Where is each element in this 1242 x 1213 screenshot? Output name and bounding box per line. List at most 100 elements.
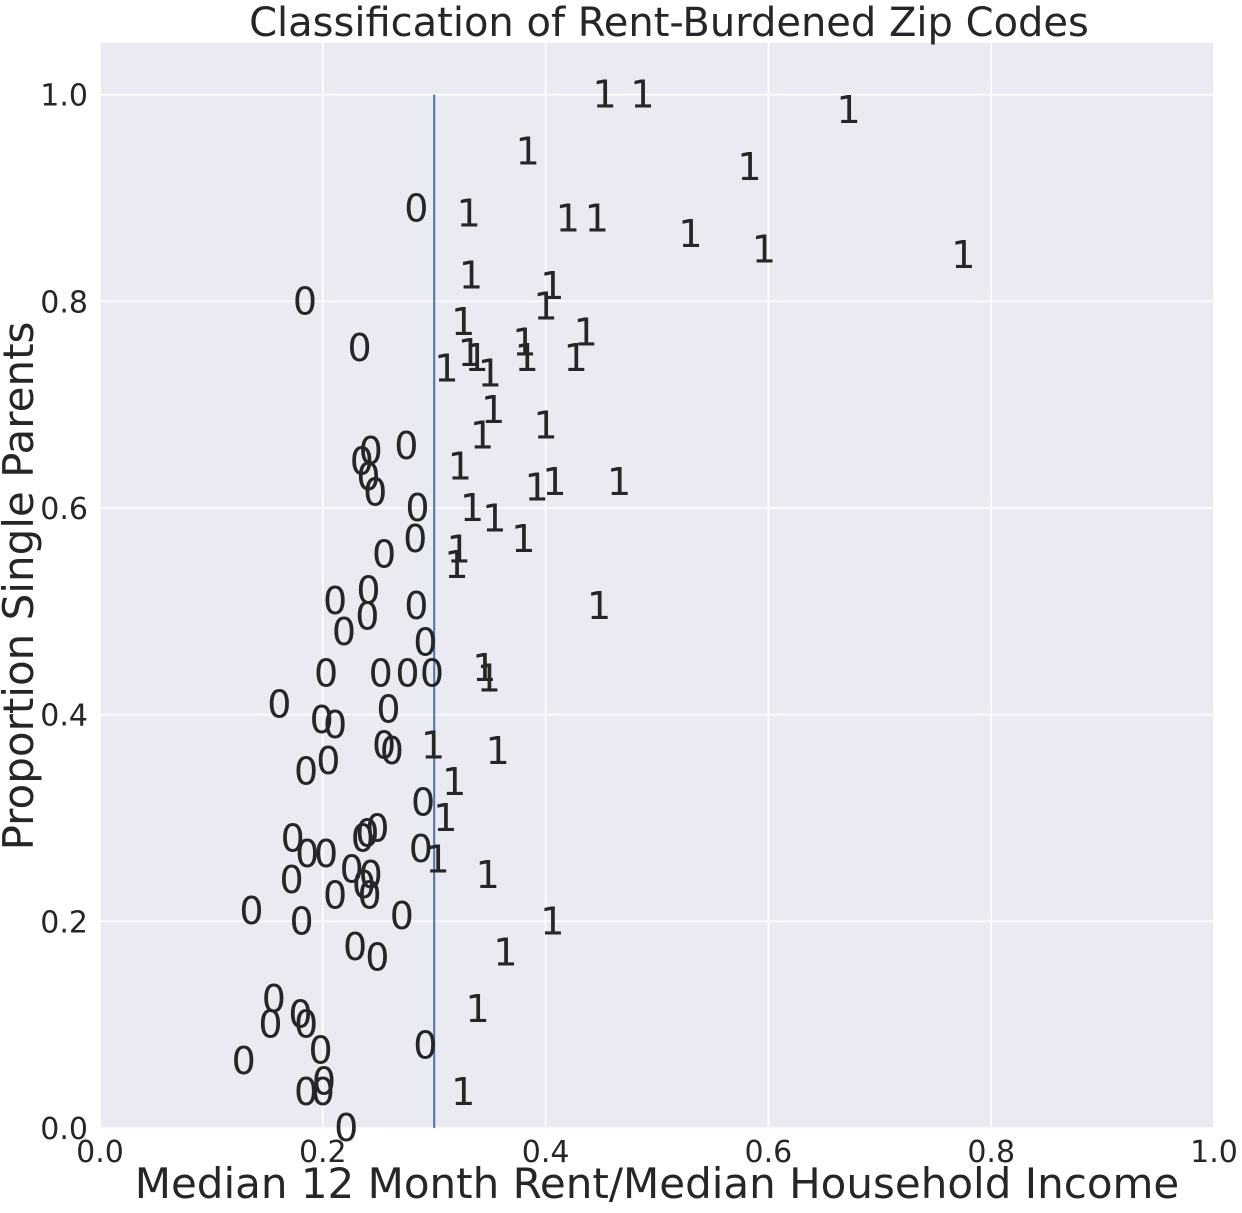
x-tick-label: 0.2 (299, 1135, 347, 1170)
data-point-1: 1 (515, 336, 539, 380)
data-point-0: 0 (314, 651, 338, 695)
data-point-0: 0 (334, 1106, 358, 1150)
x-tick-label: 0.4 (522, 1135, 570, 1170)
data-point-1: 1 (447, 527, 471, 571)
data-point-0: 0 (290, 899, 314, 943)
data-point-0: 0 (323, 579, 347, 623)
data-point-0: 0 (262, 977, 286, 1021)
y-tick-label: 0.8 (40, 285, 88, 320)
data-point-1: 1 (477, 657, 501, 701)
data-point-1: 1 (466, 987, 490, 1031)
data-point-0: 0 (365, 936, 389, 980)
data-point-1: 1 (433, 796, 457, 840)
data-point-1: 1 (470, 414, 494, 458)
data-point-1: 1 (464, 336, 488, 380)
data-point-0: 0 (352, 863, 376, 907)
data-point-0: 0 (267, 682, 291, 726)
data-point-1: 1 (476, 853, 500, 897)
data-point-0: 0 (355, 595, 379, 639)
data-point-1: 1 (525, 465, 549, 509)
data-point-1: 1 (481, 388, 505, 432)
data-point-0: 0 (413, 1023, 437, 1067)
x-gridlines (99, 43, 1215, 1128)
data-point-0: 0 (363, 471, 387, 515)
data-point-1: 1 (511, 517, 535, 561)
data-point-0: 0 (359, 853, 383, 897)
data-point-1: 1 (482, 496, 506, 540)
plot-background (100, 43, 1214, 1128)
x-tick-label: 0.8 (967, 1135, 1015, 1170)
data-point-0: 0 (295, 832, 319, 876)
data-point-1: 1 (534, 285, 558, 329)
data-point-0: 0 (355, 812, 379, 856)
data-point-1: 1 (951, 233, 975, 277)
data-point-0: 0 (394, 424, 418, 468)
x-tick-labels: 0.0 0.2 0.4 0.6 0.8 1.0 (76, 1135, 1238, 1170)
data-point-1: 1 (451, 300, 475, 344)
data-point-0: 0 (376, 688, 400, 732)
data-point-0: 0 (293, 279, 317, 323)
data-point-0: 0 (356, 455, 380, 499)
y-tick-label: 0.0 (40, 1112, 88, 1147)
x-tick-label: 0.0 (76, 1135, 124, 1170)
data-point-1: 1 (459, 254, 483, 298)
data-point-1: 1 (540, 899, 564, 943)
data-point-0: 0 (372, 724, 396, 768)
y-tick-label: 0.2 (40, 905, 88, 940)
data-point-1: 1 (752, 228, 776, 272)
y-tick-label: 1.0 (40, 79, 88, 114)
data-point-1: 1 (512, 321, 536, 365)
data-point-0: 0 (340, 848, 364, 892)
data-point-0: 0 (343, 925, 367, 969)
data-point-0: 0 (294, 1070, 318, 1114)
data-point-1: 1 (678, 212, 702, 256)
data-point-0: 0 (316, 739, 340, 783)
data-point-0: 0 (258, 1003, 282, 1047)
data-point-0: 0 (308, 1029, 332, 1073)
data-point-1: 1 (444, 543, 468, 587)
data-point-1: 1 (574, 310, 598, 354)
data-point-1: 1 (478, 352, 502, 396)
data-point-1: 1 (486, 729, 510, 773)
data-point-0: 0 (351, 817, 375, 861)
x-axis-label: Median 12 Month Rent/Median Household In… (135, 1159, 1180, 1208)
data-point-0: 0 (323, 874, 347, 918)
data-point-1: 1 (451, 1070, 475, 1114)
data-point-0: 0 (359, 429, 383, 473)
data-point-0: 0 (420, 651, 444, 695)
data-point-0: 0 (403, 517, 427, 561)
data-point-0: 0 (323, 703, 347, 747)
chart-title: Classification of Rent-Burdened Zip Code… (249, 0, 1089, 46)
y-tick-label: 0.6 (40, 492, 88, 527)
data-point-0: 0 (312, 1060, 336, 1104)
data-point-0: 0 (314, 832, 338, 876)
data-point-1: 1 (630, 73, 654, 117)
data-point-0: 0 (311, 1070, 335, 1114)
data-point-0: 0 (413, 620, 437, 664)
data-point-0: 0 (332, 610, 356, 654)
data-point-0: 0 (369, 651, 393, 695)
data-point-1: 1 (587, 584, 611, 628)
y-tick-label: 0.4 (40, 699, 88, 734)
data-point-1: 1 (593, 73, 617, 117)
data-point-1: 1 (607, 460, 631, 504)
x-tick-label: 0.6 (745, 1135, 793, 1170)
data-point-0: 0 (294, 750, 318, 794)
data-point-1: 1 (421, 724, 445, 768)
data-point-1: 1 (458, 331, 482, 375)
y-tick-labels: 0.0 0.2 0.4 0.6 0.8 1.0 (40, 79, 88, 1147)
data-point-0: 0 (357, 874, 381, 918)
data-point-1: 1 (448, 445, 472, 489)
data-point-1: 1 (556, 197, 580, 241)
data-point-1: 1 (442, 760, 466, 804)
data-point-0: 0 (281, 817, 305, 861)
data-point-1: 1 (540, 264, 564, 308)
data-point-1: 1 (585, 197, 609, 241)
data-point-0: 0 (411, 781, 435, 825)
y-axis-label: Proportion Single Parents (0, 322, 43, 851)
data-point-1: 1 (460, 486, 484, 530)
data-point-0: 0 (390, 894, 414, 938)
data-point-0: 0 (404, 186, 428, 230)
